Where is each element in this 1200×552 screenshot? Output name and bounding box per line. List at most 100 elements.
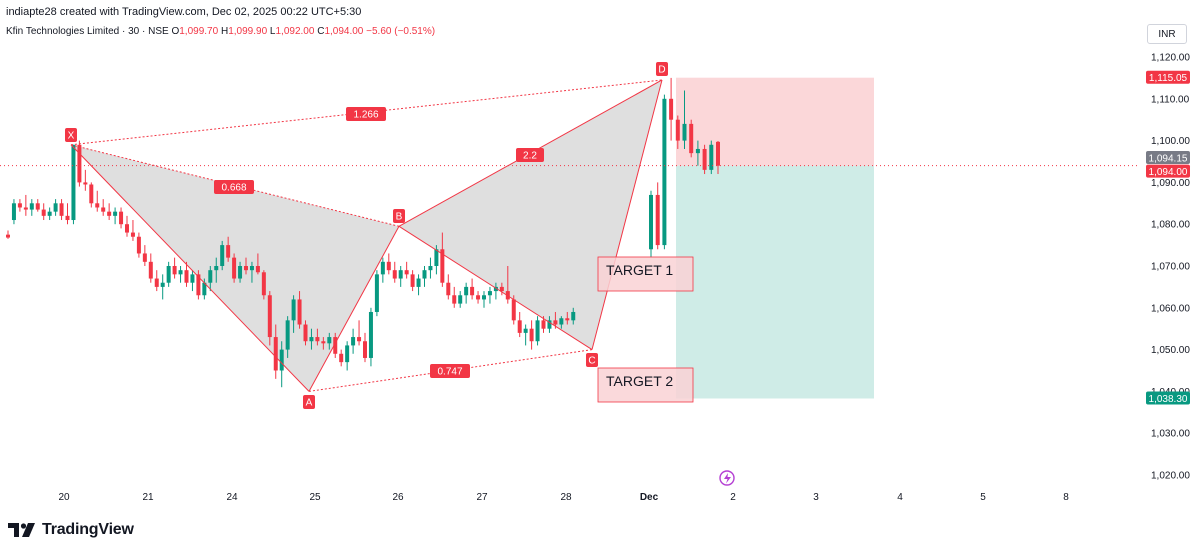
candle-body[interactable] bbox=[559, 318, 564, 325]
candle-body[interactable] bbox=[541, 320, 546, 329]
candle-body[interactable] bbox=[523, 328, 528, 333]
candle-body[interactable] bbox=[71, 144, 76, 221]
candle-body[interactable] bbox=[368, 311, 373, 358]
pattern-point-x[interactable]: X bbox=[65, 128, 77, 142]
candle-body[interactable] bbox=[357, 337, 362, 342]
candle-body[interactable] bbox=[410, 274, 415, 287]
candle-body[interactable] bbox=[440, 249, 445, 283]
candle-body[interactable] bbox=[458, 295, 463, 304]
candle-body[interactable] bbox=[553, 320, 558, 325]
candle-body[interactable] bbox=[470, 286, 475, 296]
ratio-ac[interactable]: 0.747 bbox=[430, 364, 470, 378]
pattern-point-b[interactable]: B bbox=[393, 209, 405, 223]
candle-body[interactable] bbox=[285, 320, 290, 350]
candle-body[interactable] bbox=[17, 203, 22, 208]
candle-body[interactable] bbox=[65, 215, 70, 221]
candle-body[interactable] bbox=[160, 282, 165, 287]
ratio-xa-xb[interactable]: 0.668 bbox=[214, 180, 254, 194]
candle-body[interactable] bbox=[53, 203, 58, 212]
candle-body[interactable] bbox=[309, 337, 314, 342]
candle-body[interactable] bbox=[529, 328, 534, 342]
candle-body[interactable] bbox=[113, 211, 118, 216]
candle-body[interactable] bbox=[482, 295, 486, 300]
candle-body[interactable] bbox=[655, 194, 660, 246]
candle-body[interactable] bbox=[446, 282, 451, 296]
ratio-bc-bd[interactable]: 2.2 bbox=[516, 148, 544, 162]
candle-body[interactable] bbox=[101, 207, 106, 212]
candle-body[interactable] bbox=[95, 203, 100, 208]
candle-body[interactable] bbox=[517, 320, 522, 333]
candle-body[interactable] bbox=[172, 266, 177, 275]
candle-body[interactable] bbox=[202, 282, 207, 296]
candle-body[interactable] bbox=[196, 274, 201, 296]
candle-body[interactable] bbox=[452, 295, 457, 304]
candle-body[interactable] bbox=[29, 203, 34, 210]
candle-body[interactable] bbox=[709, 144, 714, 170]
candle-body[interactable] bbox=[142, 253, 147, 262]
candle-body[interactable] bbox=[136, 236, 141, 254]
candle-body[interactable] bbox=[428, 266, 433, 271]
candle-body[interactable] bbox=[154, 278, 159, 287]
replay-icon[interactable] bbox=[719, 470, 735, 486]
symbol-name[interactable]: Kfin Technologies Limited · 30 · NSE bbox=[6, 26, 169, 37]
target-1-box[interactable]: TARGET 1 bbox=[597, 256, 694, 292]
pattern-point-d[interactable]: D bbox=[656, 62, 668, 76]
candle-body[interactable] bbox=[279, 349, 284, 371]
candle-body[interactable] bbox=[339, 353, 344, 363]
candle-body[interactable] bbox=[249, 266, 254, 271]
candle-body[interactable] bbox=[392, 270, 397, 279]
candle-body[interactable] bbox=[238, 266, 243, 279]
currency-button[interactable]: INR bbox=[1147, 24, 1187, 44]
candle-body[interactable] bbox=[59, 203, 64, 216]
candle-body[interactable] bbox=[422, 270, 427, 279]
candle-body[interactable] bbox=[47, 211, 52, 216]
candle-body[interactable] bbox=[125, 224, 129, 233]
candle-body[interactable] bbox=[130, 232, 135, 237]
candle-body[interactable] bbox=[669, 98, 674, 120]
candle-body[interactable] bbox=[649, 194, 653, 250]
candle-body[interactable] bbox=[255, 266, 260, 273]
candle-body[interactable] bbox=[511, 299, 516, 321]
candle-body[interactable] bbox=[267, 295, 272, 338]
candle-body[interactable] bbox=[345, 345, 350, 363]
candle-body[interactable] bbox=[107, 211, 112, 216]
candle-body[interactable] bbox=[565, 318, 570, 321]
candle-body[interactable] bbox=[398, 270, 403, 279]
candle-body[interactable] bbox=[702, 148, 707, 170]
candle-body[interactable] bbox=[83, 182, 88, 185]
candle-body[interactable] bbox=[315, 337, 320, 342]
stop-loss-zone[interactable] bbox=[676, 77, 874, 166]
candle-body[interactable] bbox=[226, 245, 231, 258]
tradingview-logo[interactable]: TradingView bbox=[8, 520, 134, 540]
candle-body[interactable] bbox=[35, 203, 40, 210]
candle-body[interactable] bbox=[695, 148, 700, 154]
candle-body[interactable] bbox=[291, 299, 296, 321]
candle-body[interactable] bbox=[327, 337, 332, 344]
candle-body[interactable] bbox=[374, 274, 379, 312]
candle-body[interactable] bbox=[675, 119, 680, 141]
candle-body[interactable] bbox=[184, 270, 189, 283]
candle-body[interactable] bbox=[404, 270, 409, 275]
candle-body[interactable] bbox=[166, 266, 171, 283]
candle-body[interactable] bbox=[333, 337, 338, 354]
candle-body[interactable] bbox=[434, 249, 439, 266]
candle-body[interactable] bbox=[476, 295, 481, 300]
candle-body[interactable] bbox=[232, 257, 237, 279]
candle-body[interactable] bbox=[6, 234, 10, 238]
candle-body[interactable] bbox=[716, 141, 720, 166]
candle-body[interactable] bbox=[380, 261, 385, 275]
candle-body[interactable] bbox=[11, 203, 16, 221]
candle-body[interactable] bbox=[464, 286, 469, 296]
candle-body[interactable] bbox=[487, 291, 492, 296]
ratio-xb-xd[interactable]: 1.266 bbox=[346, 107, 386, 121]
candle-body[interactable] bbox=[244, 266, 248, 271]
pattern-point-c[interactable]: C bbox=[586, 353, 598, 367]
candle-body[interactable] bbox=[23, 207, 28, 210]
candle-body[interactable] bbox=[119, 211, 124, 225]
candle-body[interactable] bbox=[208, 270, 213, 283]
target-2-box[interactable]: TARGET 2 bbox=[597, 367, 694, 403]
pattern-point-a[interactable]: A bbox=[303, 395, 315, 409]
candle-body[interactable] bbox=[351, 337, 356, 346]
candle-body[interactable] bbox=[214, 266, 219, 271]
